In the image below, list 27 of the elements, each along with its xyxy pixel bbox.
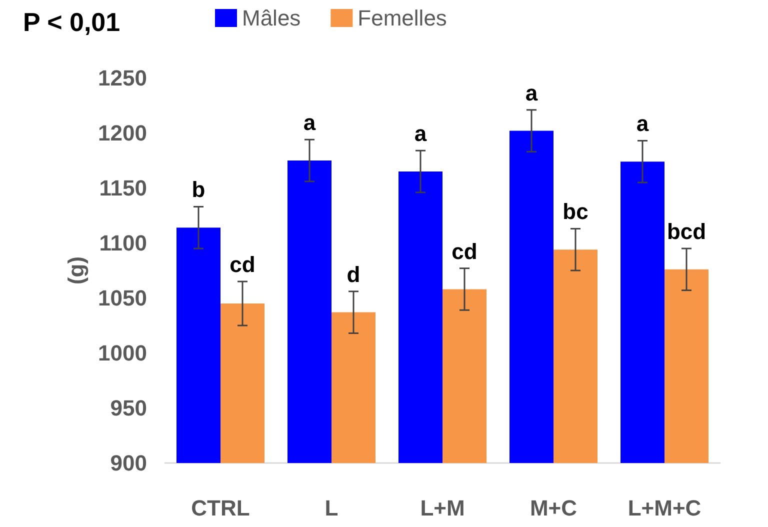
y-axis-title: (g): [64, 256, 89, 285]
y-tick-label: 1250: [98, 66, 147, 90]
x-tick-label: M+C: [530, 496, 578, 520]
data-label: bcd: [666, 219, 706, 244]
x-tick-label: CTRL: [191, 496, 250, 520]
data-label: b: [192, 177, 206, 202]
y-tick-label: 900: [110, 450, 147, 476]
y-tick-label: 1200: [98, 120, 147, 146]
legend-label: Femelles: [358, 6, 447, 30]
y-tick-label: 1000: [98, 340, 147, 366]
x-tick-label: L+M+C: [628, 496, 702, 520]
y-tick-label: 1150: [99, 176, 147, 200]
data-label: d: [346, 262, 360, 287]
data-label: cd: [452, 238, 478, 264]
data-label: a: [414, 121, 428, 146]
data-label: a: [636, 111, 650, 136]
legend-label: Mâles: [242, 6, 301, 30]
y-tick-label: 950: [110, 396, 147, 420]
data-label: a: [303, 110, 316, 136]
x-tick-label: L+M: [420, 496, 465, 520]
x-tick-label: L: [324, 496, 338, 520]
data-label: cd: [230, 252, 256, 277]
data-label: a: [525, 80, 538, 106]
chart-title: P < 0,01: [23, 7, 120, 37]
y-tick-label: 1100: [99, 230, 147, 256]
y-tick-label: 1050: [98, 286, 147, 310]
data-label: bc: [562, 199, 588, 224]
